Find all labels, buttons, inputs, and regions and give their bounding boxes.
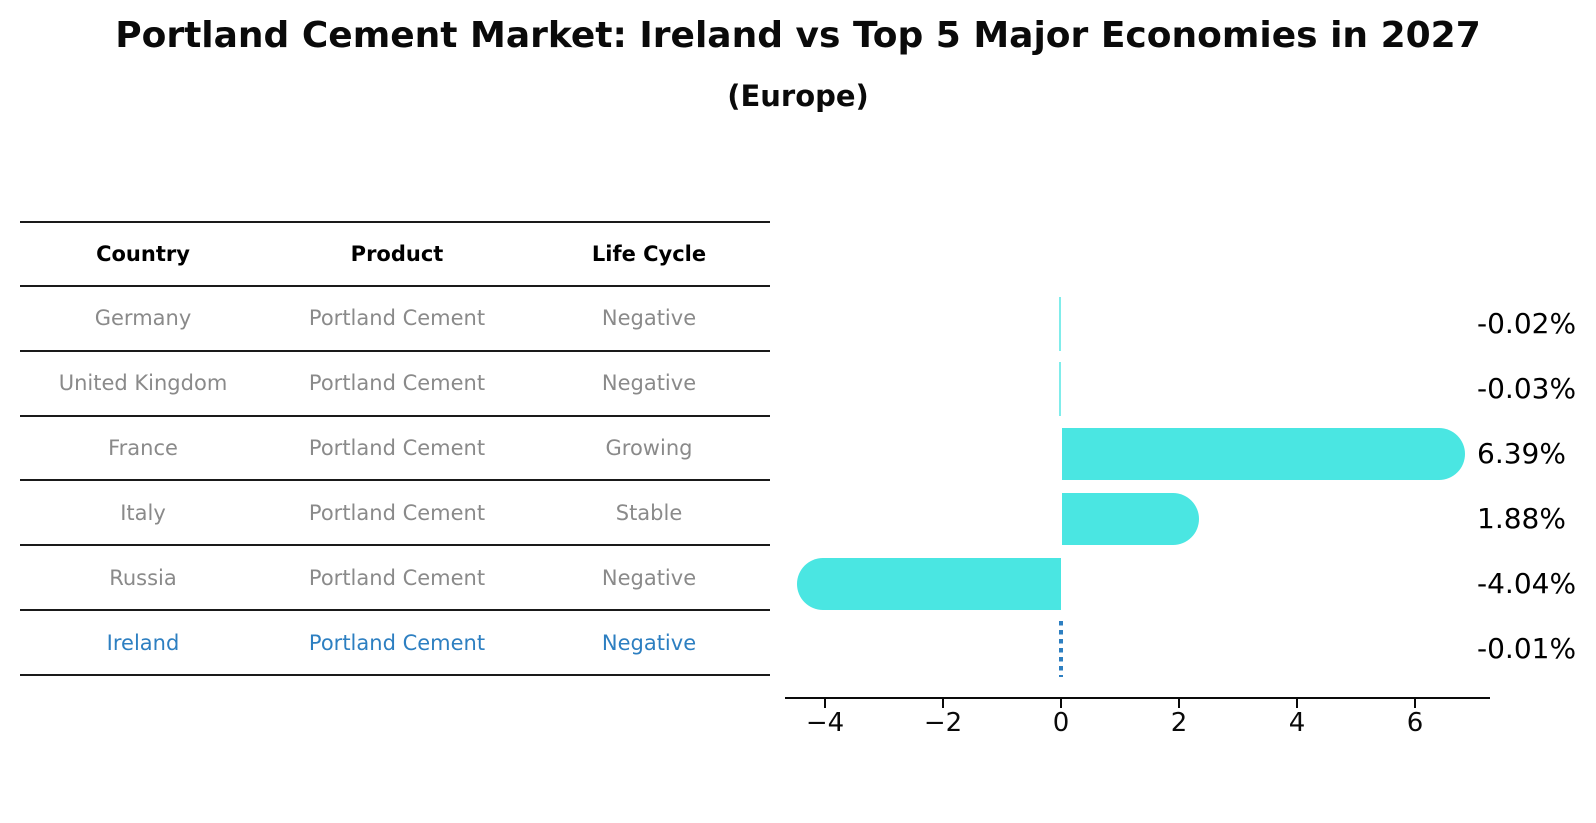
table-cell-life-cycle: Growing (605, 436, 693, 461)
table-row-italy: Italy Portland Cement Stable (20, 481, 770, 547)
table-header-product: Product (350, 242, 444, 266)
table-body: Germany Portland Cement Negative United Kin… (20, 287, 770, 676)
x-axis-tick-label: 6 (1406, 708, 1424, 738)
x-axis-tick (1296, 699, 1298, 708)
value-label-united-kingdom: -0.03% (1477, 372, 1577, 405)
table-cell-product: Portland Cement (308, 630, 486, 655)
x-axis-tick-label: 0 (1052, 708, 1070, 738)
table-row-germany: Germany Portland Cement Negative (20, 287, 770, 352)
value-label-ireland: -0.01% (1477, 632, 1577, 665)
table-cell-product: Portland Cement (308, 436, 486, 461)
table-row-ireland: Ireland Portland Cement Negative (20, 611, 770, 676)
x-axis-tick (824, 699, 826, 708)
value-label-france: 6.39% (1477, 437, 1566, 470)
bar-germany (1058, 297, 1061, 351)
chart-subtitle: (Europe) (727, 79, 869, 113)
x-axis-tick (1060, 699, 1062, 708)
table-cell-product: Portland Cement (308, 371, 486, 396)
x-axis-tick (1178, 699, 1180, 708)
x-axis-tick-label: 2 (1170, 708, 1188, 738)
data-table: Country Product Life Cycle Germany Portland… (20, 221, 770, 676)
table-row-russia: Russia Portland Cement Negative (20, 546, 770, 612)
x-axis-tick (1414, 699, 1416, 708)
table-cell-life-cycle: Negative (601, 630, 697, 655)
x-axis-tick-label: −2 (923, 708, 963, 738)
value-label-russia: -4.04% (1477, 567, 1577, 600)
x-axis-line (785, 697, 1490, 699)
table-cell-life-cycle: Negative (601, 565, 697, 590)
table-cell-life-cycle: Negative (601, 306, 697, 331)
table-cell-country: France (108, 436, 178, 461)
x-axis-tick (942, 699, 944, 708)
ireland-zero-dotted-line (1059, 621, 1063, 677)
bar-france (1062, 428, 1465, 480)
table-row-united-kingdom: United Kingdom Portland Cement Negative (20, 352, 770, 417)
x-axis-tick-label: −4 (805, 708, 845, 738)
bar-russia (796, 558, 1061, 610)
table-row-france: France Portland Cement Growing (20, 417, 770, 482)
table-header-life-cycle: Life Cycle (591, 242, 707, 266)
table-cell-country: Italy (120, 500, 166, 525)
table-cell-country: Germany (94, 306, 192, 331)
table-cell-country: United Kingdom (58, 371, 228, 396)
table-cell-life-cycle: Stable (615, 500, 683, 525)
table-header-country: Country (96, 242, 190, 266)
chart-title: Portland Cement Market: Ireland vs Top 5… (115, 15, 1481, 56)
table-cell-product: Portland Cement (308, 565, 486, 590)
table-cell-country: Russia (109, 565, 177, 590)
table-cell-product: Portland Cement (308, 500, 486, 525)
value-label-italy: 1.88% (1477, 502, 1566, 535)
bar-united-kingdom (1058, 362, 1061, 416)
bar-italy (1062, 493, 1199, 545)
x-axis-tick-label: 4 (1288, 708, 1306, 738)
table-cell-product: Portland Cement (308, 306, 486, 331)
table-cell-country: Ireland (106, 630, 180, 655)
table-cell-life-cycle: Negative (601, 371, 697, 396)
value-label-germany: -0.02% (1477, 307, 1577, 340)
table-header-row: Country Product Life Cycle (20, 221, 770, 287)
